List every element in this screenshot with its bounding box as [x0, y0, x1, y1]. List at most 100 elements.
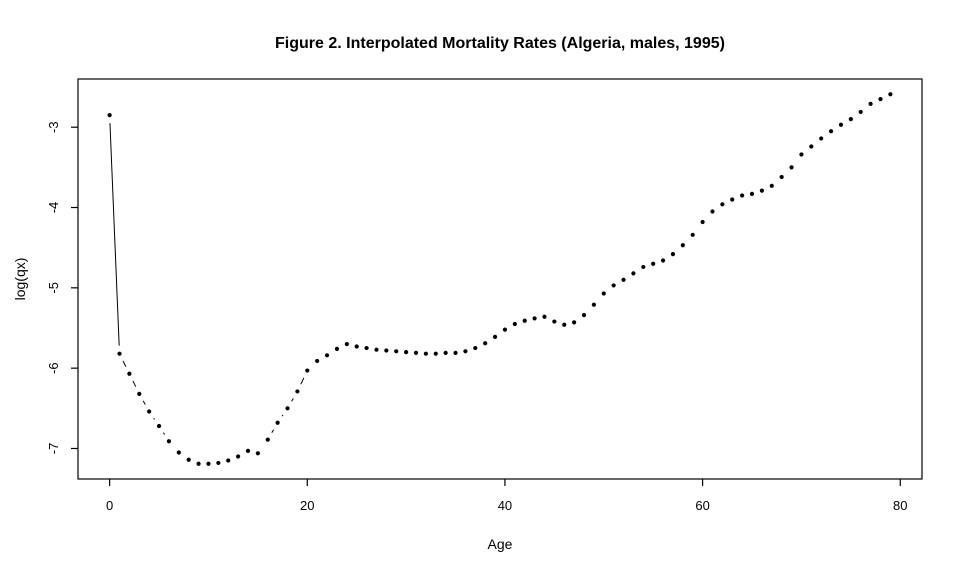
line-segment: [281, 414, 284, 417]
data-point: [601, 291, 606, 296]
data-point: [473, 345, 478, 351]
data-point: [888, 92, 893, 97]
data-point: [631, 271, 636, 276]
data-point: [690, 232, 695, 237]
data-point: [275, 420, 280, 425]
data-point: [255, 451, 260, 456]
y-tick-label: -3: [46, 121, 61, 133]
x-tick-label: 20: [300, 498, 314, 513]
x-tick-label: 60: [695, 498, 709, 513]
data-point: [799, 152, 804, 157]
data-point: [779, 174, 784, 180]
data-point: [443, 350, 448, 355]
data-point: [522, 318, 527, 323]
y-tick-label: -7: [46, 443, 61, 455]
data-point: [176, 450, 181, 455]
data-point: [680, 243, 685, 248]
data-point: [621, 277, 626, 282]
data-point: [828, 129, 834, 134]
data-point: [868, 101, 873, 106]
line-segment: [142, 400, 146, 405]
data-point: [730, 197, 735, 202]
line-segment: [109, 123, 120, 346]
data-point: [166, 439, 172, 444]
data-point: [720, 202, 725, 207]
data-point: [848, 117, 853, 122]
data-point: [562, 322, 567, 327]
data-point: [483, 341, 488, 346]
line-segment: [132, 380, 137, 387]
data-point: [641, 264, 646, 270]
data-point: [532, 316, 537, 321]
x-tick-label: 40: [498, 498, 512, 513]
data-point: [216, 460, 221, 466]
data-point: [196, 461, 201, 466]
data-point: [789, 165, 794, 170]
data-point: [107, 113, 112, 118]
data-point: [611, 283, 616, 288]
data-point: [186, 457, 191, 462]
data-point: [404, 349, 409, 355]
data-point: [364, 345, 369, 351]
line-segment: [153, 417, 155, 420]
data-point: [512, 321, 517, 327]
data-point: [809, 144, 814, 149]
data-point: [769, 183, 774, 188]
data-point: [759, 188, 764, 193]
chart-title: Figure 2. Interpolated Mortality Rates (…: [275, 35, 725, 52]
data-point: [749, 191, 755, 196]
line-segment: [122, 360, 127, 367]
data-point: [324, 353, 330, 358]
data-point: [423, 351, 428, 356]
line-segment: [291, 398, 294, 402]
data-point: [552, 319, 557, 324]
x-tick-label: 80: [893, 498, 907, 513]
x-tick-label: 0: [106, 498, 113, 513]
data-point: [453, 350, 458, 355]
data-point: [344, 341, 349, 347]
data-point: [245, 448, 251, 453]
data-point: [206, 461, 211, 466]
line-segment: [300, 377, 305, 385]
data-point: [236, 454, 241, 459]
data-point: [740, 193, 745, 198]
y-tick-label: -5: [46, 282, 61, 294]
plot-box: [77, 78, 923, 480]
data-point: [117, 351, 122, 356]
data-point: [463, 349, 468, 354]
data-series: [107, 92, 893, 466]
line-segment: [162, 432, 165, 435]
data-point: [127, 371, 132, 376]
data-point: [295, 389, 300, 394]
data-point: [670, 252, 676, 257]
y-tick-label: -6: [46, 362, 61, 374]
x-axis-label: Age: [488, 536, 513, 552]
data-point: [315, 358, 320, 364]
data-point: [660, 258, 666, 263]
data-point: [156, 423, 162, 429]
data-point: [413, 350, 419, 355]
x-axis: 0 20 40 60 80: [106, 479, 907, 513]
data-point: [572, 320, 577, 325]
data-point: [305, 368, 310, 373]
data-point: [542, 314, 547, 319]
data-point: [858, 109, 863, 115]
data-point: [581, 313, 587, 318]
data-point: [137, 391, 142, 396]
data-point: [591, 302, 596, 307]
data-point: [710, 209, 715, 214]
data-point: [384, 348, 389, 353]
data-point: [502, 327, 508, 332]
line-segment: [271, 429, 275, 433]
y-tick-label: -4: [46, 202, 61, 214]
data-point: [819, 136, 824, 141]
data-point: [334, 346, 340, 351]
data-point: [226, 458, 231, 463]
y-axis: -3 -4 -5 -6 -7: [46, 121, 78, 454]
data-point: [651, 261, 656, 266]
data-point: [838, 122, 844, 127]
data-point: [878, 96, 883, 102]
data-point: [147, 409, 152, 414]
